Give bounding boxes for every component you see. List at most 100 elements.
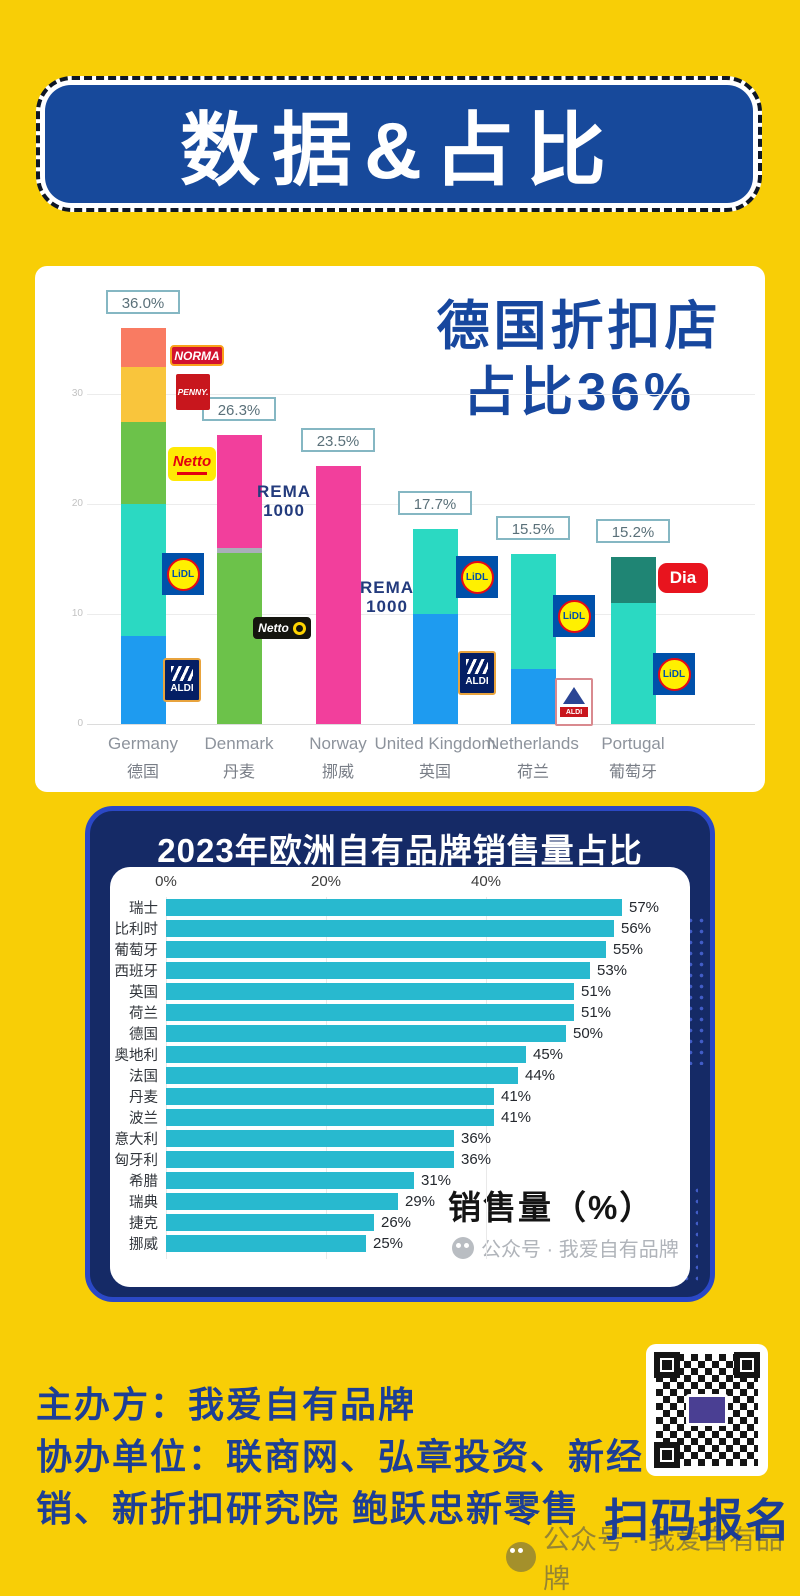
chart2-rows: 瑞士 57% 比利时 56% 葡萄牙 55% 西班牙 53% 英国 51% 荷兰 51% 德国 50% 奥地… xyxy=(110,897,690,1254)
qr-finder-icon xyxy=(654,1352,680,1378)
country-label: 丹麦 xyxy=(129,1090,158,1106)
value-bar xyxy=(166,1025,566,1042)
country-label: 捷克 xyxy=(129,1216,158,1232)
chart2-watermark: 公众号 · 我爱自有品牌 xyxy=(452,1233,679,1262)
chart2-axis-note: 销售量（%） xyxy=(448,1189,655,1226)
qr-finder-icon xyxy=(654,1442,680,1468)
value-label: 51% xyxy=(581,1004,612,1021)
stacked-bar xyxy=(610,556,656,724)
qr-center-logo xyxy=(686,1394,728,1426)
rema-logo: REMA 1000 xyxy=(356,578,418,616)
country-label: 荷兰 xyxy=(129,1006,158,1022)
chart2-row: 法国 44% xyxy=(110,1065,690,1086)
value-label: 50% xyxy=(573,1025,604,1042)
aldi-wordmark: ALDI xyxy=(560,707,588,717)
dia-logo: Dia xyxy=(658,563,708,593)
country-label: 德国 xyxy=(129,1027,158,1043)
chart2-row: 捷克 26% xyxy=(110,1212,690,1233)
value-label: 29% xyxy=(405,1193,436,1210)
bar-value-label: 17.7% xyxy=(398,491,472,516)
stacked-bar xyxy=(120,328,166,724)
chart1-annotation-line1: 德国折扣店 xyxy=(436,297,722,356)
value-bar xyxy=(166,1109,494,1126)
x-axis-label-zh: 德国 xyxy=(126,764,159,781)
stacked-bar xyxy=(315,465,361,724)
bar-value-label: 23.5% xyxy=(301,427,375,452)
x-axis-tick-label: 40% xyxy=(470,873,502,890)
chart2-row: 英国 51% xyxy=(110,981,690,1002)
bar-segment xyxy=(120,636,166,724)
bar-segment xyxy=(216,547,262,554)
aldi-sud-logo: ALDI xyxy=(458,651,496,695)
aldi-stripes-icon xyxy=(466,659,488,674)
x-axis-label-en: Netherlands xyxy=(487,734,579,753)
chart2-row: 意大利 36% xyxy=(110,1128,690,1149)
lidl-logo: LiDL xyxy=(162,553,204,595)
title-banner-inner: 数据&占比 xyxy=(45,85,753,203)
aldi-wordmark: ALDI xyxy=(465,676,489,687)
page-title: 数据&占比 xyxy=(180,106,618,195)
discount-share-chart-card: 德国折扣店 占比36% 0 10 20 30 36.0% Germany 德国 26.3% De… xyxy=(35,266,765,792)
wechat-icon xyxy=(506,1542,536,1572)
rema-logo-line: 1000 xyxy=(366,597,408,616)
y-axis-tick-label: 0 xyxy=(77,718,83,729)
chart1-annotation-line2: 占比36% xyxy=(462,363,696,422)
y-axis-tick-label: 30 xyxy=(71,388,83,399)
aldi-nord-logo: ALDI xyxy=(555,678,593,726)
country-label: 奥地利 xyxy=(114,1048,159,1064)
x-axis-label-zh: 丹麦 xyxy=(222,764,255,781)
value-bar xyxy=(166,983,574,1000)
lidl-circle: LiDL xyxy=(460,560,494,594)
x-axis-label-en: Norway xyxy=(309,734,367,753)
bar-segment xyxy=(412,613,458,724)
aldi-triangle-icon xyxy=(563,687,585,704)
value-label: 41% xyxy=(501,1088,532,1105)
bar-segment xyxy=(412,529,458,614)
rema-logo-line: REMA xyxy=(256,482,312,501)
chart2-row: 瑞士 57% xyxy=(110,897,690,918)
lidl-circle: LiDL xyxy=(557,599,591,633)
rema-logo-line: REMA xyxy=(359,578,415,597)
value-label: 53% xyxy=(597,962,628,979)
value-label: 26% xyxy=(381,1214,412,1231)
netto-dog-icon xyxy=(292,621,306,635)
value-label: 57% xyxy=(629,899,660,916)
lidl-logo: LiDL xyxy=(653,653,695,695)
y-axis-tick-label: 10 xyxy=(71,608,83,619)
x-axis-label-en: Portugal xyxy=(601,734,665,753)
lidl-logo: LiDL xyxy=(553,595,595,637)
country-label: 匈牙利 xyxy=(114,1153,159,1169)
lidl-circle: LiDL xyxy=(657,657,691,691)
value-label: 25% xyxy=(373,1235,404,1252)
chart2-row: 丹麦 41% xyxy=(110,1086,690,1107)
value-label: 45% xyxy=(533,1046,564,1063)
chart2-row: 荷兰 51% xyxy=(110,1002,690,1023)
value-bar xyxy=(166,1067,518,1084)
bar-segment xyxy=(216,553,262,724)
chart2-row: 希腊 31% xyxy=(110,1170,690,1191)
aldi-stripes-icon xyxy=(171,666,193,681)
x-axis-label-zh: 挪威 xyxy=(321,764,354,781)
title-banner: 数据&占比 xyxy=(36,76,762,212)
country-label: 葡萄牙 xyxy=(114,943,159,959)
value-bar xyxy=(166,1172,414,1189)
x-axis-label-en: Denmark xyxy=(204,734,274,753)
x-axis-label-zh: 葡萄牙 xyxy=(608,764,657,781)
value-bar xyxy=(166,1130,454,1147)
co-organizer-line2: 销、新折扣研究院 鲍跃忠新零售 xyxy=(36,1488,581,1529)
stacked-bar xyxy=(510,553,556,724)
qr-code xyxy=(646,1344,768,1476)
country-label: 法国 xyxy=(129,1069,158,1085)
value-bar xyxy=(166,941,606,958)
lidl-logo: LiDL xyxy=(456,556,498,598)
rema-logo: REMA 1000 xyxy=(253,482,315,520)
bar-segment xyxy=(216,434,262,548)
bar-value-label: 36.0% xyxy=(106,290,180,314)
co-organizer-line1: 协办单位：联商网、弘章投资、新经 xyxy=(36,1436,645,1477)
netto-wordmark: Netto xyxy=(172,453,212,470)
value-bar xyxy=(166,1046,526,1063)
value-bar xyxy=(166,962,590,979)
value-bar xyxy=(166,1235,366,1252)
bar-value-label: 26.3% xyxy=(202,396,276,421)
bar-value-label: 15.2% xyxy=(596,518,670,543)
